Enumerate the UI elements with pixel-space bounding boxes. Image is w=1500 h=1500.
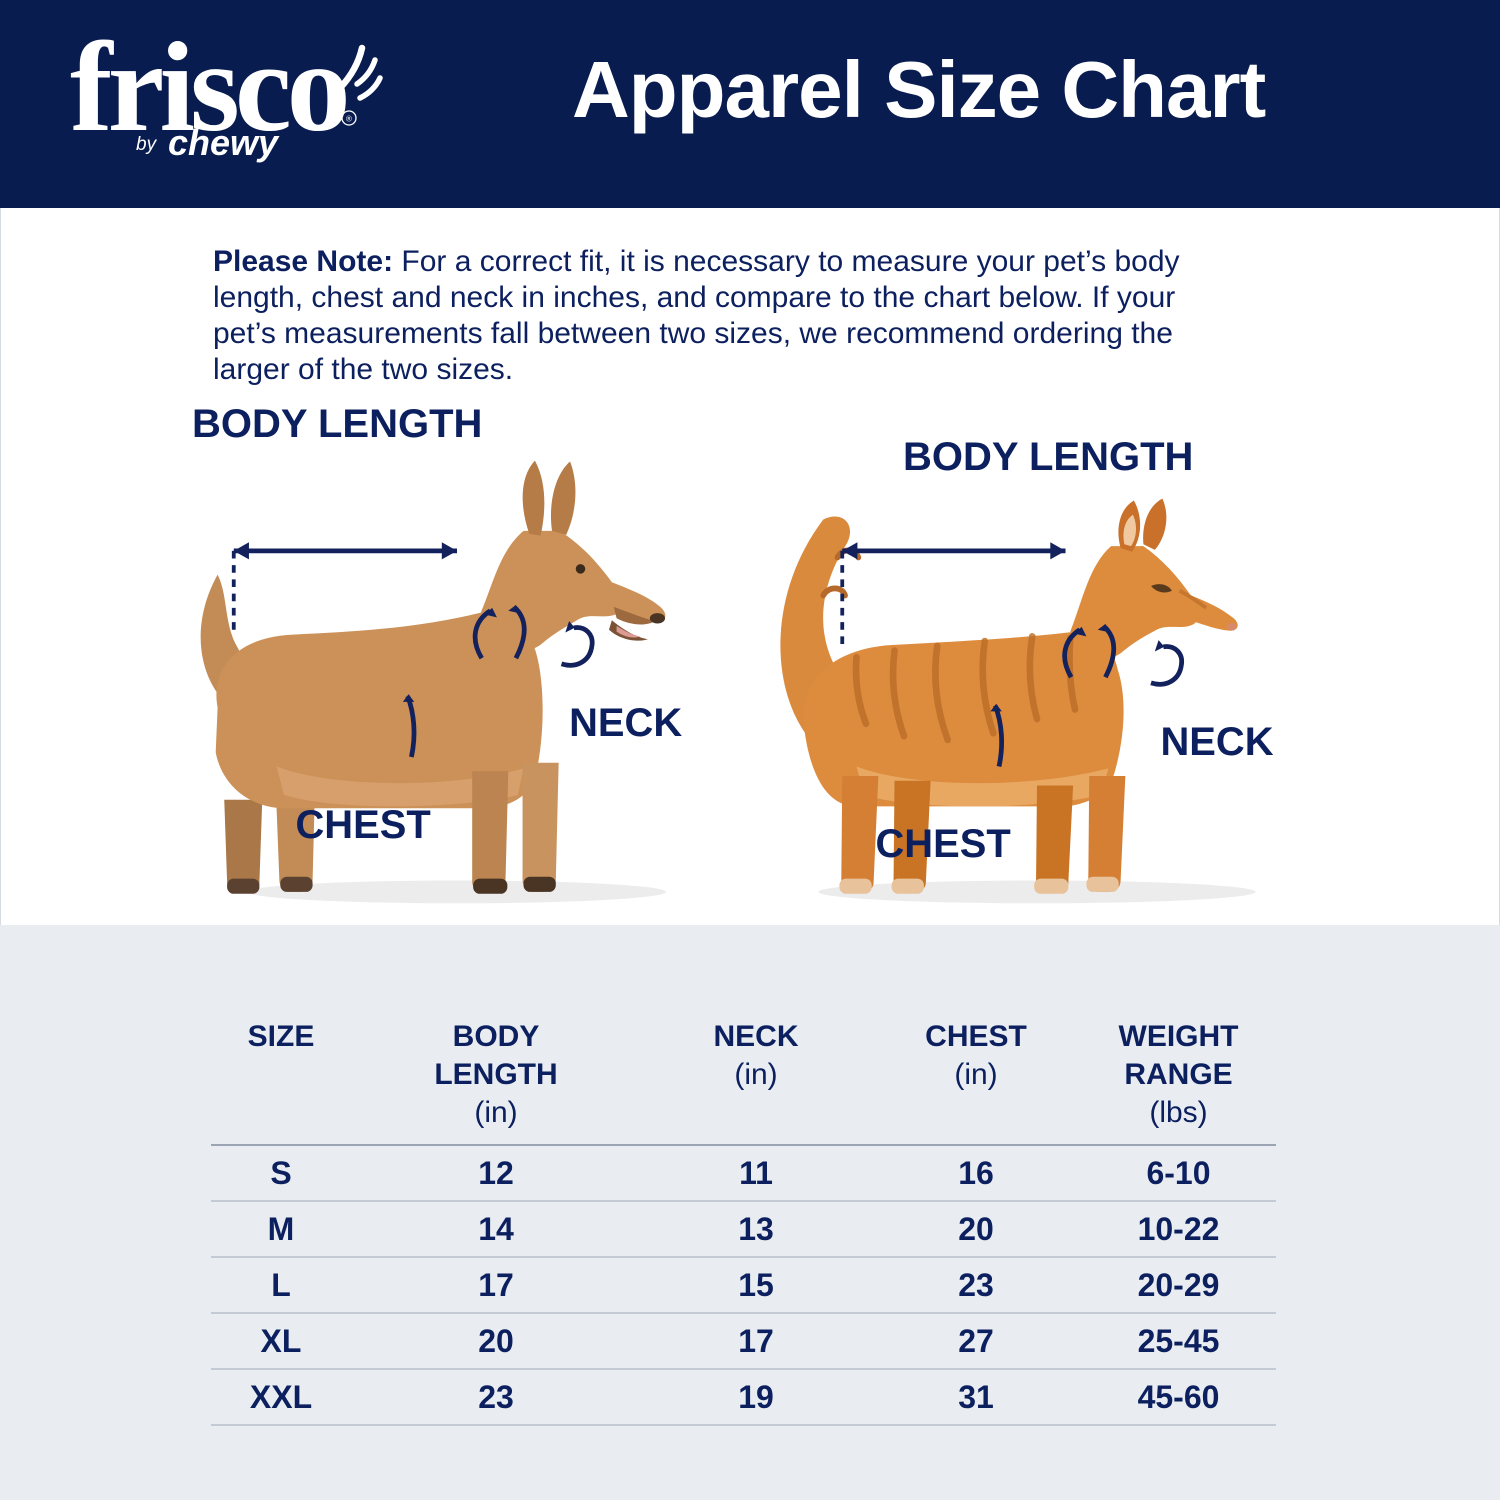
svg-text:®: ® [346, 115, 352, 124]
svg-text:by: by [136, 134, 158, 155]
svg-text:BODY LENGTH: BODY LENGTH [192, 402, 482, 446]
svg-text:chewy: chewy [168, 122, 280, 163]
svg-text:CHEST: CHEST [876, 822, 1011, 866]
svg-text:CHEST: CHEST [296, 803, 431, 847]
svg-text:BODY LENGTH: BODY LENGTH [903, 435, 1193, 479]
svg-text:NECK: NECK [569, 701, 682, 745]
svg-text:NECK: NECK [1161, 720, 1274, 764]
